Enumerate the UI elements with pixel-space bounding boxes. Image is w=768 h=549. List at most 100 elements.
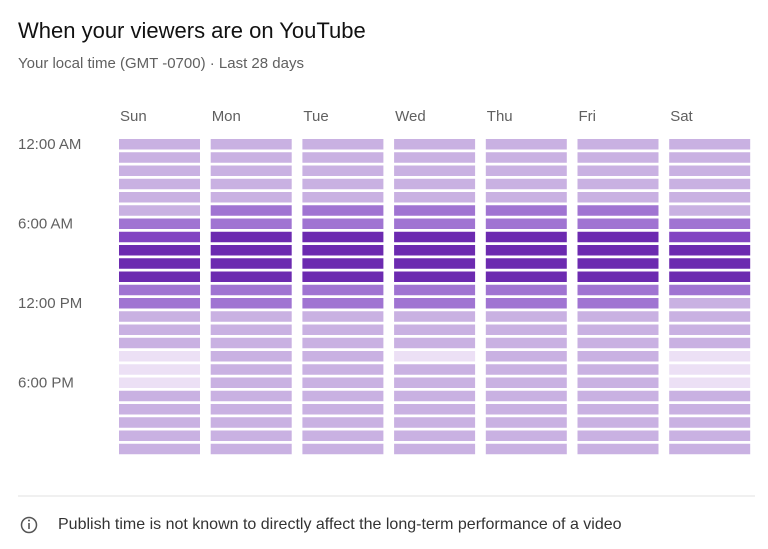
heat-cell [210, 390, 292, 402]
heat-cell [577, 404, 659, 415]
heat-cell [302, 218, 384, 229]
heat-cell [302, 390, 384, 402]
heat-cell [119, 390, 200, 402]
heat-cell [119, 430, 200, 441]
heat-cell [210, 324, 292, 335]
heat-cell [485, 298, 567, 309]
heat-cell [669, 351, 751, 362]
column-label: Thu [487, 108, 513, 125]
heat-cell [119, 311, 200, 322]
heat-cell [119, 443, 200, 455]
heat-cell [669, 258, 751, 269]
heat-cell [394, 404, 476, 415]
heat-cell [394, 377, 476, 388]
heat-cell [394, 364, 476, 375]
heat-cell [394, 218, 476, 229]
heat-cell [302, 245, 384, 256]
heat-cell [485, 218, 567, 229]
heat-cell [669, 205, 751, 216]
heat-cell [302, 165, 384, 176]
heat-cell [394, 390, 476, 402]
heat-cell [119, 258, 200, 269]
heat-cell [394, 284, 476, 296]
heat-cell [210, 284, 292, 296]
heat-cell [669, 430, 751, 441]
heat-cell [302, 377, 384, 388]
heat-cell [577, 165, 659, 176]
heat-cell [210, 417, 292, 428]
heat-cell [394, 324, 476, 335]
column-label: Tue [303, 108, 328, 125]
heat-cell [577, 192, 659, 203]
heat-cell [302, 139, 384, 150]
heat-cell [210, 351, 292, 362]
heat-cell [577, 152, 659, 163]
heat-cell [577, 178, 659, 190]
heat-cell [577, 298, 659, 309]
heat-cell [577, 139, 659, 150]
heat-cell [577, 430, 659, 441]
heat-cell [119, 271, 200, 282]
heat-cell [302, 258, 384, 269]
heat-cell [119, 231, 200, 243]
heat-cell [485, 139, 567, 150]
heat-cell [577, 218, 659, 229]
heat-cell [119, 192, 200, 203]
heat-cell [302, 404, 384, 415]
heat-cell [302, 324, 384, 335]
heat-cell [119, 377, 200, 388]
heat-cell [577, 324, 659, 335]
heat-cell [119, 364, 200, 375]
heat-cell [119, 178, 200, 190]
heat-cell [210, 231, 292, 243]
heat-cell [669, 390, 751, 402]
heat-cell [485, 245, 567, 256]
heat-cell [302, 337, 384, 349]
heat-cell [302, 311, 384, 322]
heat-cell [394, 178, 476, 190]
heat-cell [669, 298, 751, 309]
heat-cell [485, 324, 567, 335]
heat-cell [302, 271, 384, 282]
heat-cell [394, 351, 476, 362]
heat-cell [577, 311, 659, 322]
heat-cell [669, 364, 751, 375]
heat-cell [669, 178, 751, 190]
heat-cell [210, 165, 292, 176]
heat-cell [210, 218, 292, 229]
heat-cell [669, 311, 751, 322]
heat-cell [485, 390, 567, 402]
heat-cell [394, 192, 476, 203]
heat-cell [577, 364, 659, 375]
heat-cell [485, 271, 567, 282]
heat-cell [119, 351, 200, 362]
heat-cell [485, 284, 567, 296]
heat-cell [302, 364, 384, 375]
heat-cell [485, 404, 567, 415]
heat-cell [302, 417, 384, 428]
heat-cell [210, 430, 292, 441]
heat-cell [210, 192, 292, 203]
heat-cell [210, 205, 292, 216]
heat-cell [669, 271, 751, 282]
heat-cell [210, 139, 292, 150]
heat-cell [669, 152, 751, 163]
heat-cell [669, 245, 751, 256]
heat-cell [669, 443, 751, 455]
heat-cell [119, 245, 200, 256]
heat-cell [485, 337, 567, 349]
heat-cell [302, 178, 384, 190]
heat-cell [210, 337, 292, 349]
heat-cell [302, 351, 384, 362]
heat-cell [302, 192, 384, 203]
heat-cell [394, 311, 476, 322]
heat-cell [485, 152, 567, 163]
heat-cell [302, 298, 384, 309]
heat-cell [485, 178, 567, 190]
heat-cell [302, 284, 384, 296]
heat-cell [119, 337, 200, 349]
heat-cell [210, 404, 292, 415]
heat-cell [577, 443, 659, 455]
heat-cell [577, 351, 659, 362]
row-label: 6:00 AM [18, 216, 73, 233]
